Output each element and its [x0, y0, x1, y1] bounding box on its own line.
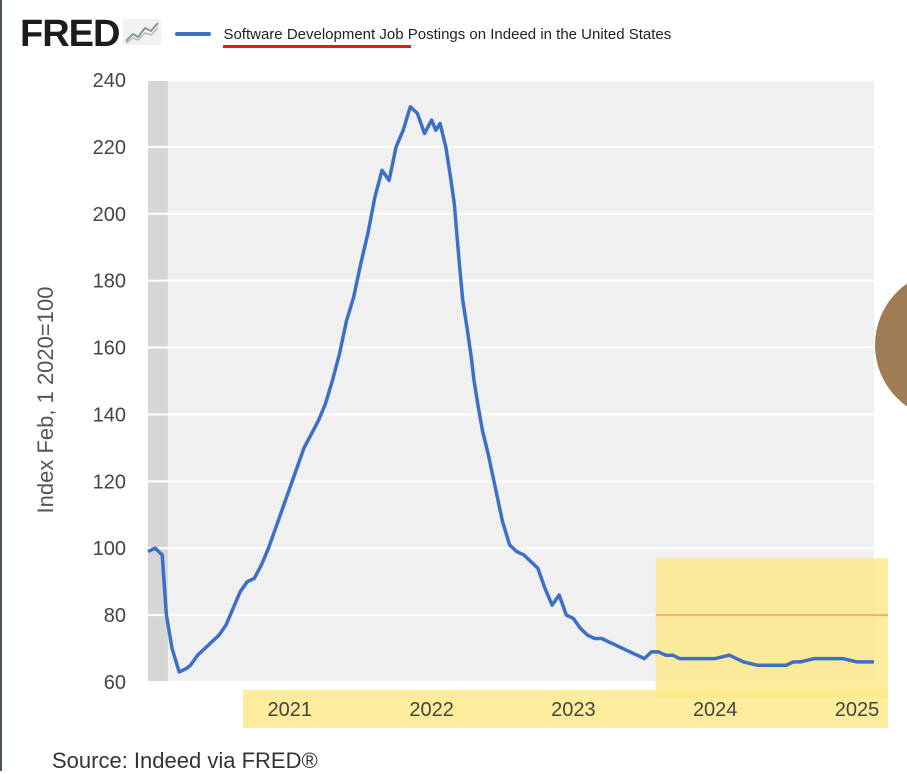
x-axis-highlight: [243, 690, 888, 728]
y-tick-label: 240: [93, 70, 126, 92]
highlight-box: [655, 558, 888, 697]
y-tick-label: 60: [104, 672, 126, 694]
line-chart-icon: [123, 18, 162, 50]
y-tick-label: 120: [93, 471, 126, 493]
y-tick-label: 220: [93, 137, 126, 159]
legend-swatch: [175, 32, 212, 36]
x-tick-label: 2024: [693, 699, 738, 721]
x-tick-label: 2022: [409, 699, 454, 721]
recession-shading: [148, 80, 168, 682]
y-tick-label: 80: [104, 605, 126, 627]
y-tick-label: 160: [93, 338, 126, 360]
series-line: [147, 105, 874, 674]
chart-header: FRED Software Development Job Postings o…: [20, 12, 672, 55]
legend-label[interactable]: Software Development Job Postings on Ind…: [223, 25, 672, 48]
y-tick-label: 180: [93, 271, 126, 293]
decorative-circle: [875, 283, 907, 407]
y-tick-label: 200: [93, 204, 126, 226]
y-tick-label: 100: [93, 538, 126, 560]
y-tick-label: 140: [93, 404, 126, 426]
x-tick-label: 2025: [835, 699, 880, 721]
x-tick-label: 2023: [551, 699, 596, 721]
fred-logo[interactable]: FRED: [20, 12, 120, 55]
source-caption: Source: Indeed via FRED®: [52, 748, 318, 773]
x-tick-label: 2021: [268, 699, 313, 721]
red-underline-annotation: [223, 44, 412, 48]
legend-series-name: Software Development Job Postings on Ind…: [223, 25, 672, 43]
